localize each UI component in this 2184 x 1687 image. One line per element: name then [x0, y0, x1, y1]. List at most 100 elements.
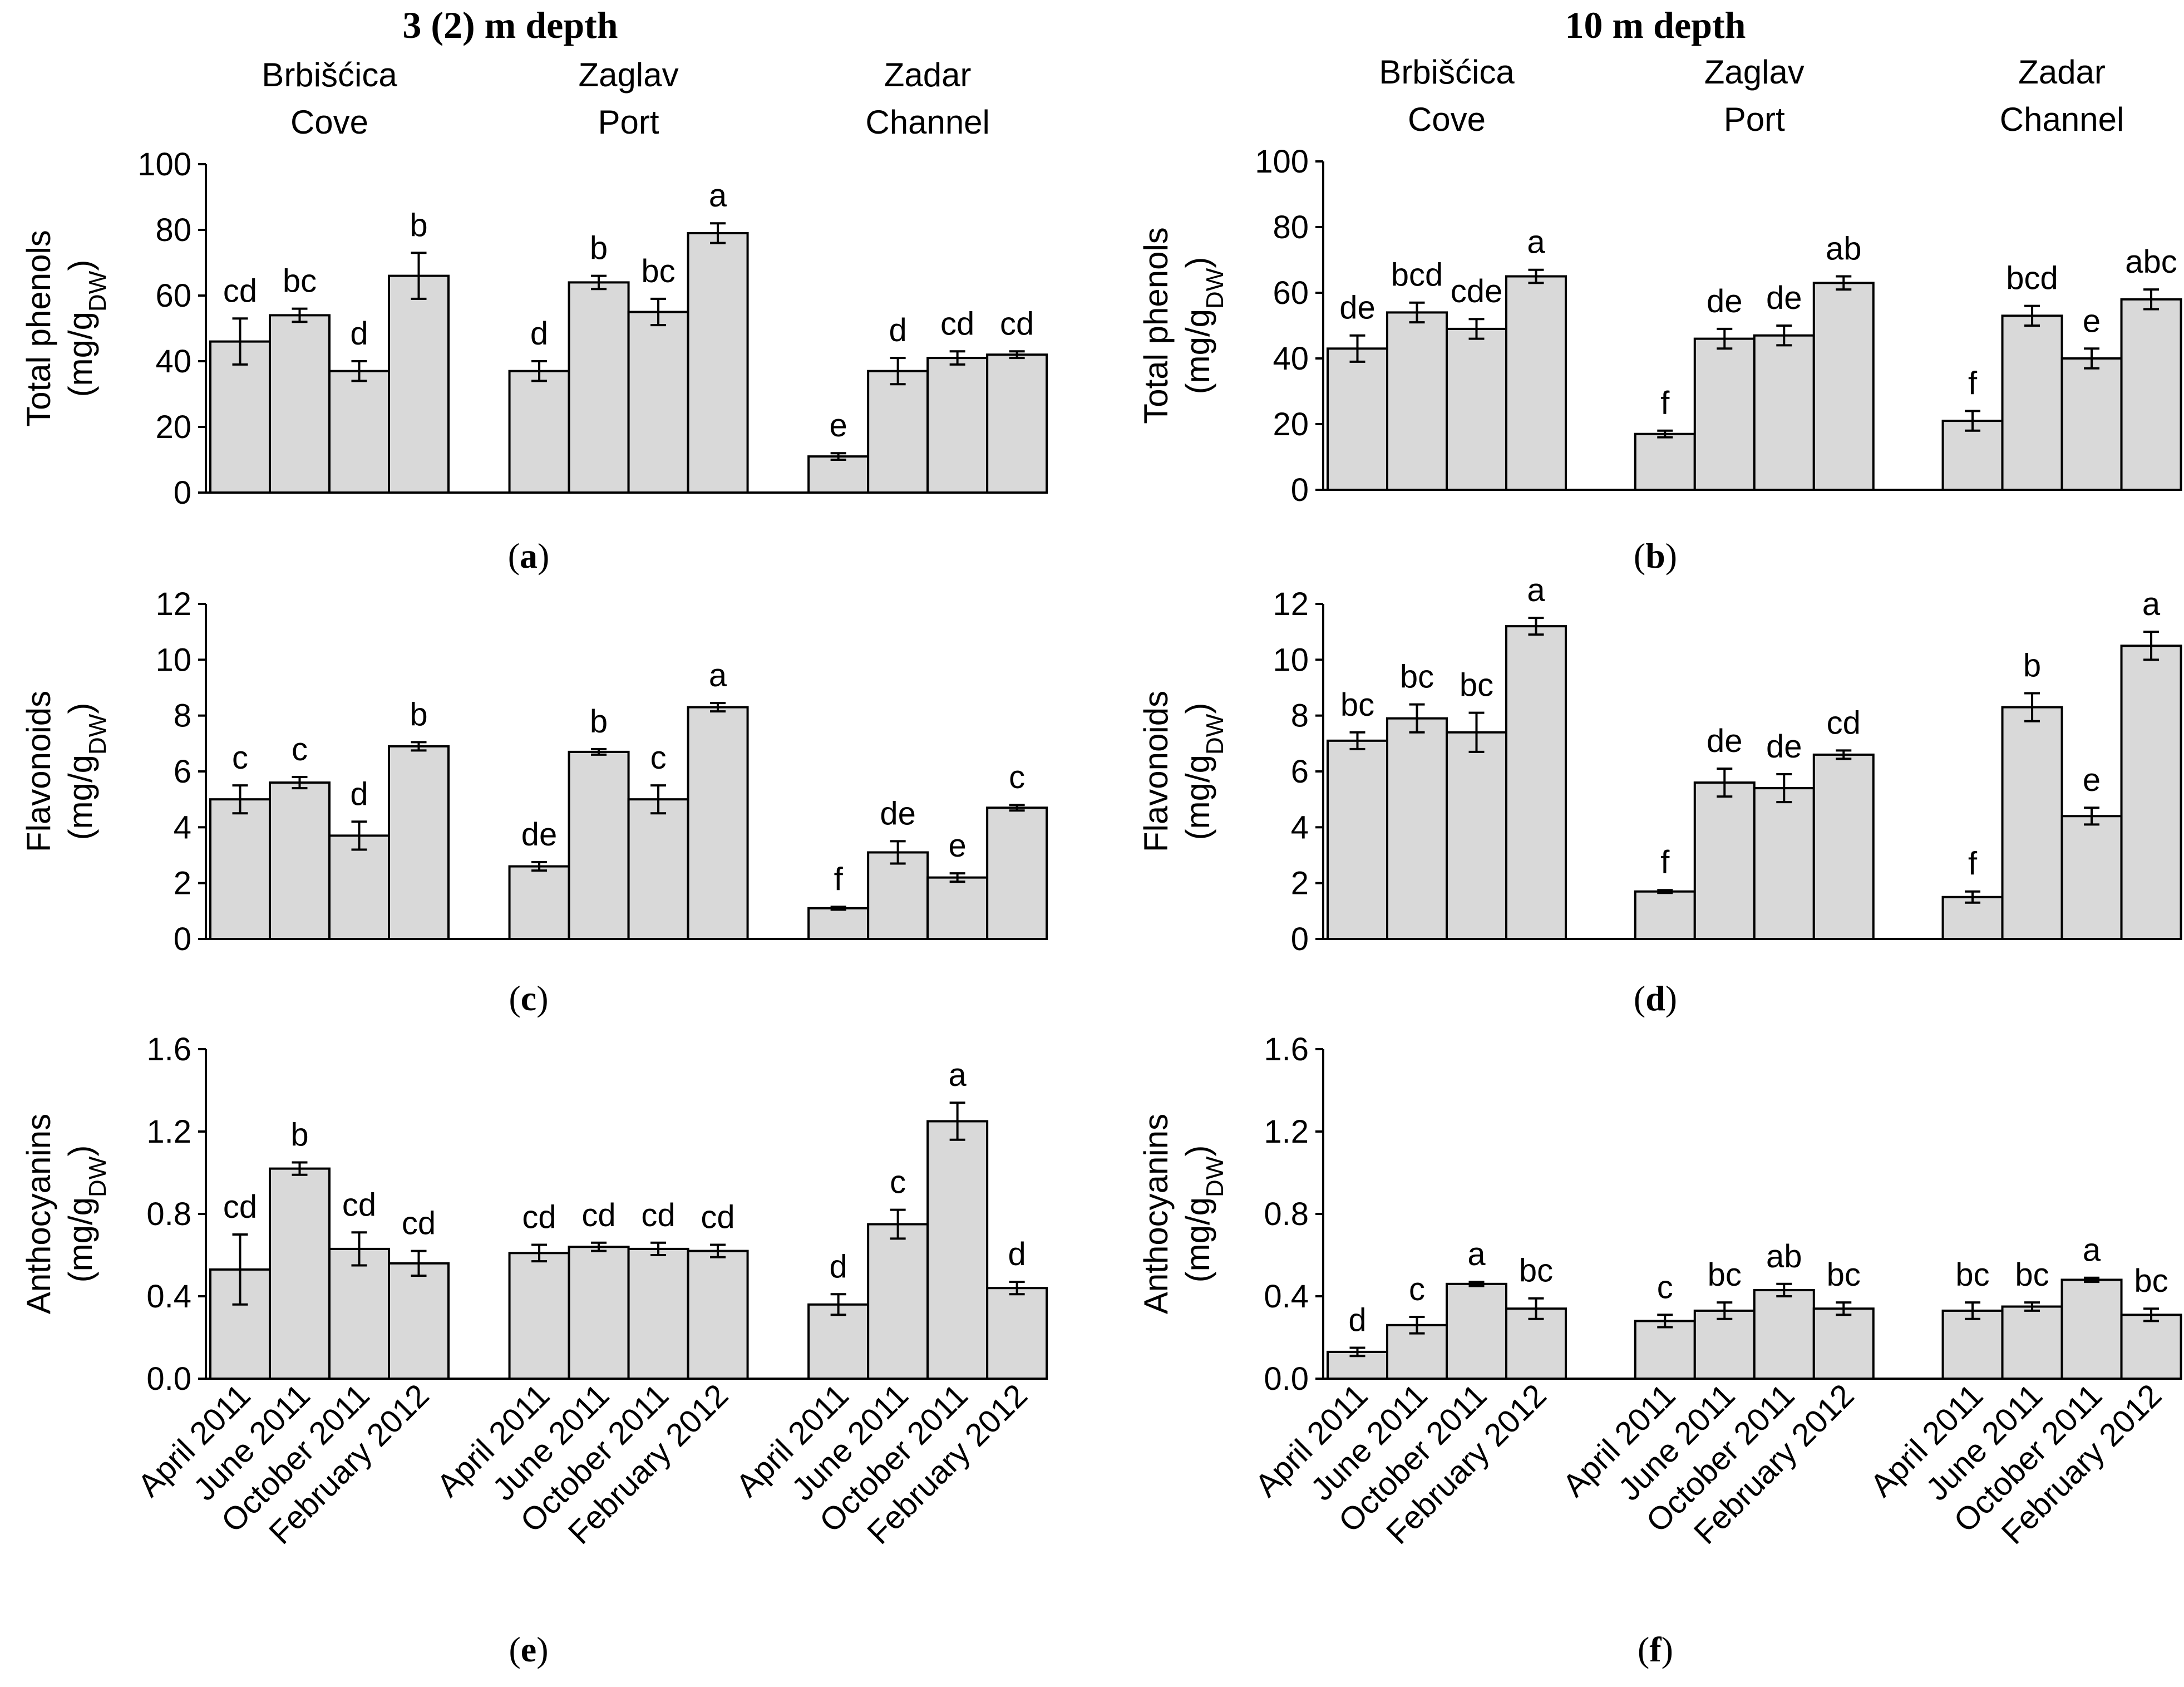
bar-d-0-3: [1505, 625, 1567, 940]
significance-letter-f-2-2: a: [2083, 1232, 2101, 1268]
significance-letter-d-0-3: a: [1527, 572, 1545, 608]
bar-e-2-3: [986, 1287, 1048, 1380]
bar-e-1-2: [627, 1247, 689, 1380]
bar-b-1-3: [1812, 282, 1875, 491]
bar-e-2-1: [867, 1223, 929, 1380]
significance-letter-e-1-3: cd: [701, 1199, 734, 1236]
y-tick-label-d: 10: [1273, 642, 1309, 678]
y-tick-label-c: 10: [155, 642, 191, 678]
bar-a-2-2: [926, 357, 989, 494]
bar-c-2-1: [867, 851, 929, 940]
significance-letter-a-0-3: b: [410, 207, 427, 243]
y-axis-title-e: Anthocyanins: [20, 1114, 57, 1314]
significance-letter-e-0-0: cd: [223, 1189, 257, 1225]
bar-d-1-2: [1753, 787, 1815, 940]
significance-letter-d-0-2: bc: [1460, 667, 1493, 704]
significance-letter-a-1-2: bc: [641, 253, 675, 289]
bar-d-2-0: [1941, 896, 2004, 940]
panel-label-d: (d): [1634, 978, 1677, 1018]
significance-letter-d-0-1: bc: [1400, 659, 1434, 695]
y-tick-label-e: 0.4: [146, 1278, 191, 1315]
bar-f-2-3: [2120, 1314, 2182, 1380]
bar-a-0-3: [388, 274, 450, 494]
y-tick-label-b: 60: [1273, 275, 1309, 311]
significance-letter-c-1-1: b: [590, 704, 608, 740]
bar-f-0-3: [1505, 1307, 1567, 1380]
significance-letter-a-0-1: bc: [283, 263, 317, 299]
significance-letter-e-2-1: c: [890, 1164, 906, 1201]
bar-d-1-0: [1634, 890, 1696, 941]
bar-a-2-3: [986, 353, 1048, 494]
significance-letter-f-0-3: bc: [1519, 1253, 1553, 1289]
bar-b-1-0: [1634, 432, 1696, 491]
bar-f-1-3: [1812, 1307, 1875, 1380]
y-tick-label-d: 0: [1291, 921, 1309, 957]
significance-letter-a-0-2: d: [350, 316, 368, 352]
significance-letter-e-0-1: b: [290, 1117, 308, 1153]
significance-letter-c-1-2: c: [650, 740, 667, 776]
y-tick-label-d: 2: [1291, 865, 1309, 902]
y-tick-label-a: 100: [137, 146, 191, 183]
y-tick-label-b: 80: [1273, 209, 1309, 245]
significance-letter-d-2-2: e: [2083, 762, 2101, 798]
bar-e-1-1: [568, 1246, 630, 1380]
y-axis-unit-c: (mg/gDW): [62, 703, 111, 840]
site-label-b-1: Zaglav: [1704, 53, 1805, 91]
significance-letter-f-2-0: bc: [1955, 1257, 1989, 1293]
significance-letter-b-0-0: de: [1339, 290, 1376, 326]
site-label-line2-b-1: Port: [1724, 101, 1785, 138]
site-label-line2-a-0: Cove: [290, 104, 368, 141]
panel-label-c: (c): [509, 978, 548, 1018]
bar-a-1-2: [627, 311, 689, 494]
y-tick-label-a: 80: [155, 212, 191, 248]
chart-panel-a: 0 20 40 60 80 100 Total phenols (mg/gDW) Brbišći…: [20, 56, 1048, 576]
y-tick-label-b: 100: [1255, 144, 1309, 180]
significance-letter-b-1-1: de: [1707, 283, 1743, 319]
bar-b-2-2: [2060, 357, 2123, 491]
bar-f-1-0: [1634, 1320, 1696, 1380]
significance-letter-f-0-2: a: [1467, 1236, 1486, 1272]
significance-letter-e-0-2: cd: [342, 1187, 376, 1223]
bar-a-2-0: [807, 455, 870, 494]
bar-e-0-3: [388, 1262, 450, 1380]
bar-d-0-1: [1386, 717, 1448, 941]
bar-d-0-0: [1327, 739, 1388, 940]
y-axis-title-a: Total phenols: [20, 230, 57, 427]
bar-f-1-2: [1753, 1288, 1815, 1380]
significance-letter-e-1-1: cd: [581, 1197, 615, 1233]
bar-d-1-1: [1693, 781, 1756, 940]
site-label-line2-b-0: Cove: [1408, 101, 1486, 138]
significance-letter-c-0-3: b: [410, 696, 427, 732]
y-axis-unit-e: (mg/gDW): [62, 1145, 111, 1283]
bar-b-2-3: [2120, 298, 2182, 491]
panel-label-a: (a): [508, 536, 550, 576]
significance-letter-b-0-2: cde: [1451, 273, 1503, 309]
bar-c-0-2: [328, 834, 390, 940]
bar-f-0-0: [1327, 1350, 1388, 1380]
significance-letter-f-1-3: bc: [1827, 1257, 1861, 1293]
y-tick-label-c: 6: [174, 754, 191, 790]
y-tick-label-b: 20: [1273, 406, 1309, 442]
bar-c-1-3: [687, 706, 749, 941]
y-tick-label-e: 0.0: [146, 1361, 191, 1397]
bar-b-0-0: [1327, 347, 1388, 491]
significance-letter-a-1-1: b: [590, 230, 608, 267]
panel-label-e: (e): [509, 1630, 548, 1669]
y-tick-label-a: 0: [174, 475, 191, 511]
y-tick-label-b: 40: [1273, 341, 1309, 377]
significance-letter-f-0-0: d: [1348, 1302, 1366, 1339]
y-tick-label-d: 6: [1291, 754, 1309, 790]
significance-letter-c-2-0: f: [834, 861, 844, 897]
significance-letter-d-1-2: de: [1766, 729, 1802, 765]
significance-letter-c-2-3: c: [1009, 759, 1025, 795]
significance-letter-a-2-1: d: [889, 312, 907, 348]
bar-c-0-0: [209, 798, 271, 940]
bar-b-0-2: [1446, 327, 1507, 491]
significance-letter-a-2-2: cd: [940, 306, 974, 342]
y-axis-title-d: Flavonoids: [1137, 691, 1175, 852]
significance-letter-f-0-1: c: [1409, 1271, 1425, 1307]
depth-title-left: 3 (2) m depth: [402, 4, 618, 46]
bar-a-2-1: [867, 370, 929, 494]
significance-letter-a-1-3: a: [709, 178, 727, 214]
